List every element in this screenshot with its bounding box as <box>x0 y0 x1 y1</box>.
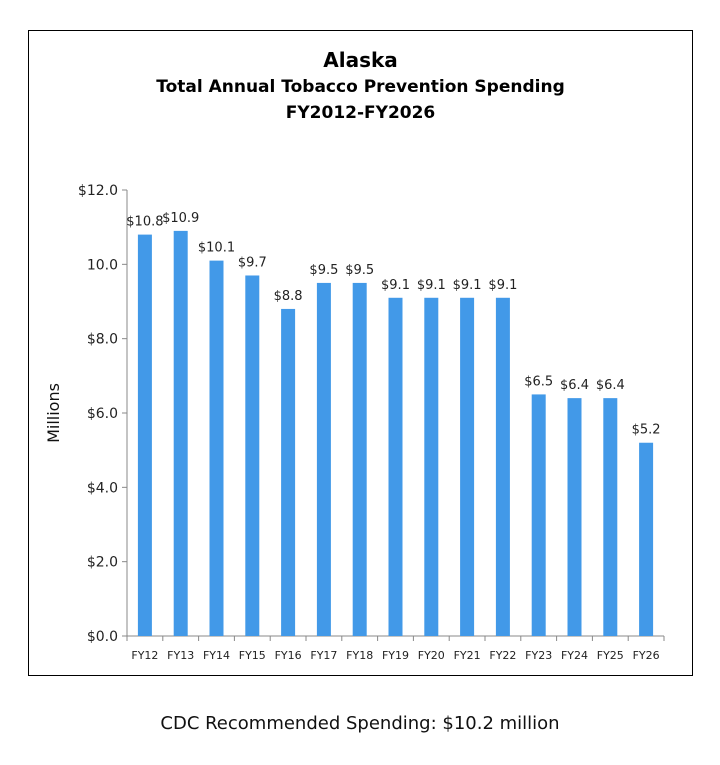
bar-fy17 <box>316 282 331 636</box>
y-tick-label: 10.0 <box>87 257 118 273</box>
bar-fy13 <box>173 230 188 636</box>
x-tick-label: FY19 <box>382 649 409 662</box>
x-tick-label: FY15 <box>239 649 266 662</box>
x-tick-label: FY13 <box>167 649 194 662</box>
data-label: $8.8 <box>274 289 303 304</box>
data-label: $10.1 <box>198 241 235 256</box>
y-tick-label: $2.0 <box>87 555 118 571</box>
x-tick-label: FY24 <box>561 649 588 662</box>
data-label: $5.2 <box>632 423 661 438</box>
bar-fy12 <box>137 234 152 636</box>
bar-fy19 <box>388 297 403 636</box>
bar-fy22 <box>495 297 510 636</box>
data-label: $9.1 <box>381 278 410 293</box>
x-tick-label: FY18 <box>346 649 373 662</box>
x-tick-label: FY12 <box>131 649 158 662</box>
data-label: $9.1 <box>417 278 446 293</box>
bar-fy25 <box>603 398 618 636</box>
y-tick-label: $8.0 <box>87 332 118 348</box>
bar-fy24 <box>567 398 582 636</box>
data-label: $9.1 <box>488 278 517 293</box>
bar-fy15 <box>245 275 260 636</box>
y-tick-label: $0.0 <box>87 629 118 645</box>
chart-title: Alaska <box>323 48 398 72</box>
x-tick-label: FY26 <box>633 649 660 662</box>
x-tick-label: FY17 <box>310 649 337 662</box>
bar-fy23 <box>531 394 546 636</box>
data-label: $9.1 <box>453 278 482 293</box>
data-label: $10.8 <box>126 215 163 230</box>
y-tick-label: $4.0 <box>87 480 118 496</box>
data-label: $10.9 <box>162 211 199 226</box>
data-label: $9.5 <box>309 263 338 278</box>
x-tick-label: FY20 <box>418 649 445 662</box>
bar-fy21 <box>460 297 475 636</box>
x-tick-label: FY23 <box>525 649 552 662</box>
x-tick-label: FY14 <box>203 649 230 662</box>
cdc-recommendation-note: CDC Recommended Spending: $10.2 million <box>160 713 560 734</box>
chart-subtitle-years: FY2012-FY2026 <box>285 103 436 123</box>
bar-fy18 <box>352 282 367 636</box>
data-label: $6.4 <box>560 378 589 393</box>
y-axis-label: Millions <box>44 383 63 443</box>
bar-fy16 <box>281 308 296 636</box>
data-label: $6.5 <box>524 374 553 389</box>
bar-fy26 <box>639 442 654 636</box>
data-label: $9.7 <box>238 255 267 270</box>
data-label: $6.4 <box>596 378 625 393</box>
y-tick-label: $6.0 <box>87 406 118 422</box>
data-label: $9.5 <box>345 263 374 278</box>
x-tick-label: FY16 <box>275 649 302 662</box>
x-tick-label: FY21 <box>454 649 481 662</box>
bar-fy20 <box>424 297 439 636</box>
chart-subtitle: Total Annual Tobacco Prevention Spending <box>156 77 565 97</box>
y-tick-label: $12.0 <box>78 183 118 199</box>
chart-frame <box>28 30 693 676</box>
x-tick-label: FY22 <box>489 649 516 662</box>
bar-fy14 <box>209 260 224 636</box>
x-tick-label: FY25 <box>597 649 624 662</box>
